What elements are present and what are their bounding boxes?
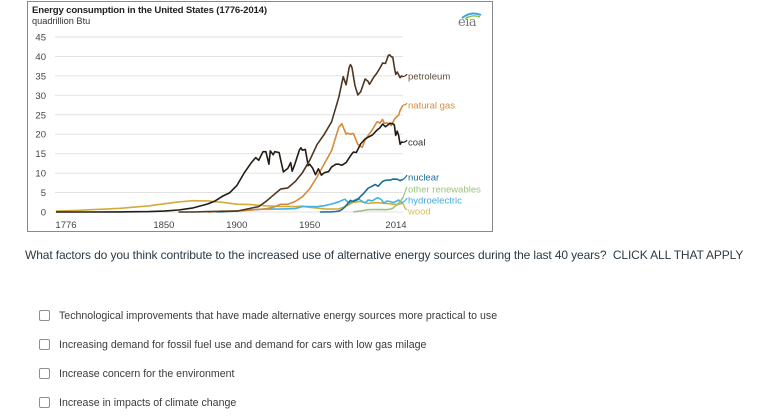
- series-lines: [55, 54, 404, 213]
- eia-logo: eia: [456, 10, 486, 32]
- y-tick-label: 0: [41, 208, 46, 219]
- x-tick-label: 1900: [226, 220, 247, 231]
- eia-logo-text: eia: [458, 15, 477, 30]
- y-tick-label: 5: [41, 188, 46, 199]
- y-tick-label: 30: [35, 91, 46, 102]
- y-tick-label: 20: [35, 130, 46, 141]
- series-line-other-renewables: [353, 197, 404, 213]
- checkbox[interactable]: [39, 397, 50, 408]
- option-label: Increase concern for the environment: [59, 367, 235, 380]
- y-tick-label: 45: [35, 33, 46, 44]
- series-line-wood: [55, 199, 404, 212]
- series-label-petroleum: petroleum: [408, 72, 450, 83]
- chart-frame: [27, 1, 493, 232]
- series-label-other-renewables: other renewables: [408, 185, 481, 196]
- option-label: Technological improvements that have mad…: [59, 309, 498, 322]
- chart-unit-subtitle: quadrillion Btu: [32, 16, 91, 26]
- series-label-wood: wood: [407, 207, 431, 218]
- answer-options: Technological improvements that have mad…: [39, 301, 497, 417]
- series-line-natural-gas: [207, 104, 404, 213]
- series-line-nuclear: [319, 178, 404, 213]
- x-tick-label: 1950: [299, 220, 320, 231]
- y-tick-label: 10: [35, 169, 46, 180]
- checkbox[interactable]: [39, 339, 50, 350]
- option-technological-improvements[interactable]: Technological improvements that have mad…: [39, 301, 497, 330]
- y-axis-ticks: 0 5 10 15 20 25 30 35 40 45: [35, 33, 46, 219]
- checkbox[interactable]: [39, 368, 50, 379]
- chart-title: Energy consumption in the United States …: [32, 5, 267, 16]
- gridlines: [55, 36, 403, 213]
- x-tick-label: 2014: [385, 220, 406, 231]
- option-label: Increase in impacts of climate change: [59, 396, 237, 409]
- label-connector: [402, 102, 408, 106]
- series-label-hydroelectric: hydroelectric: [408, 196, 462, 207]
- option-climate-change-impacts[interactable]: Increase in impacts of climate change: [39, 388, 497, 417]
- series-line-petroleum: [178, 54, 404, 213]
- series-label-natural-gas: natural gas: [408, 101, 455, 112]
- option-environment-concern[interactable]: Increase concern for the environment: [39, 359, 497, 388]
- checkbox[interactable]: [39, 310, 50, 321]
- x-tick-label: 1850: [153, 220, 174, 231]
- option-label: Increasing demand for fossil fuel use an…: [59, 338, 427, 351]
- x-tick-label: 1776: [55, 220, 76, 231]
- option-fossil-fuel-demand[interactable]: Increasing demand for fossil fuel use an…: [39, 330, 497, 359]
- series-label-coal: coal: [408, 138, 425, 149]
- label-connector: [402, 197, 408, 203]
- series-label-nuclear: nuclear: [408, 173, 439, 184]
- y-tick-label: 35: [35, 71, 46, 82]
- label-connector: [402, 174, 408, 181]
- y-tick-label: 15: [35, 149, 46, 160]
- x-axis-ticks: 1776 1850 1900 1950 2014: [55, 220, 406, 231]
- question-text: What factors do you think contribute to …: [25, 248, 744, 262]
- y-tick-label: 40: [35, 52, 46, 63]
- label-connector: [402, 203, 408, 211]
- label-connector: [402, 73, 408, 78]
- label-connector: [402, 139, 408, 143]
- label-connector: [402, 186, 408, 198]
- eia-logo-arc-icon: [461, 12, 482, 20]
- series-line-coal: [56, 122, 404, 213]
- y-tick-label: 25: [35, 110, 46, 121]
- series-line-hydroelectric: [216, 197, 404, 213]
